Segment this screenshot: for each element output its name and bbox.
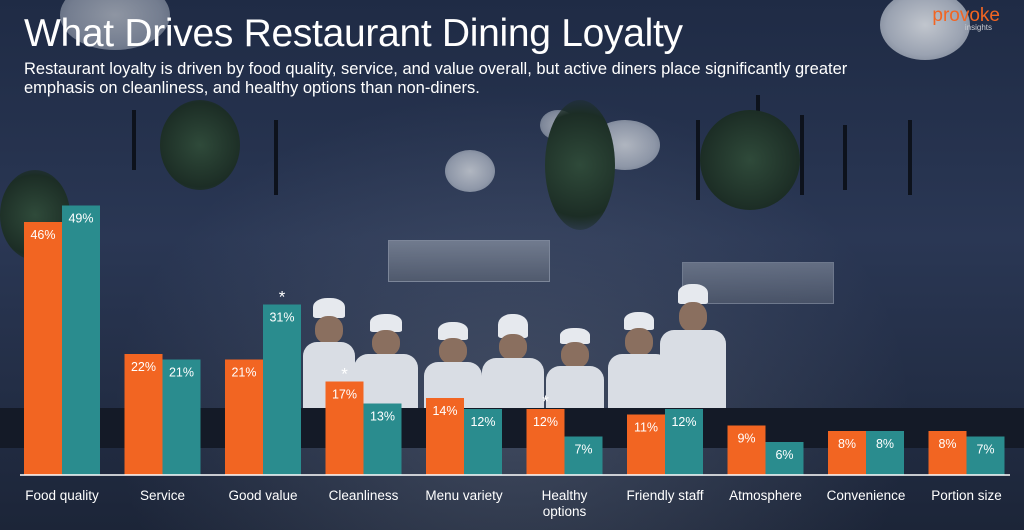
data-label: 31%	[269, 311, 294, 325]
bar-series2	[866, 431, 904, 475]
lamp-rod	[908, 120, 912, 195]
category-label: options	[543, 504, 587, 519]
bar-series1	[526, 409, 565, 475]
category-label: Food quality	[25, 488, 99, 503]
lamp-rod	[800, 115, 804, 195]
bar-series1	[426, 398, 464, 475]
bar-series1	[627, 414, 665, 475]
data-label: 22%	[131, 360, 156, 374]
data-label: 8%	[876, 437, 894, 451]
data-label: 21%	[231, 366, 256, 380]
kitchen-hood	[388, 240, 550, 282]
bar-series1	[325, 381, 364, 475]
bar-series2	[162, 359, 201, 475]
bar-series2	[263, 304, 301, 475]
chef-figure	[354, 314, 418, 410]
category-label: Atmosphere	[729, 488, 802, 503]
hanging-plant	[160, 100, 240, 190]
data-label: 13%	[370, 410, 395, 424]
data-label: 21%	[169, 366, 194, 380]
bar-series1	[727, 425, 766, 475]
category-label: Good value	[228, 488, 297, 503]
bar-series2	[564, 436, 603, 475]
bar-series2	[363, 403, 402, 475]
data-label: 6%	[775, 448, 793, 462]
data-label: 12%	[533, 415, 558, 429]
bar-series2	[464, 409, 502, 475]
data-label: 46%	[30, 228, 55, 242]
category-label: Healthy	[542, 488, 588, 503]
lamp-rod	[696, 120, 700, 200]
data-label: 12%	[671, 415, 696, 429]
bar-series2	[966, 436, 1005, 475]
bar-series2	[765, 442, 804, 475]
data-label: 12%	[470, 415, 495, 429]
bar-series1	[24, 222, 62, 475]
pendant-lamp	[445, 150, 495, 192]
data-label: 9%	[737, 432, 755, 446]
logo-name: provoke	[932, 5, 1000, 26]
lamp-rod	[274, 120, 278, 195]
data-label: 14%	[432, 404, 457, 418]
significance-marker: *	[279, 288, 286, 307]
bar-series1	[828, 431, 866, 475]
provoke-insights-logo: provoke insights	[932, 6, 1000, 32]
chef-figure	[546, 328, 604, 410]
data-label: 7%	[574, 443, 592, 457]
category-label: Cleanliness	[329, 488, 399, 503]
logo-tagline: insights	[964, 23, 992, 32]
chef-figure	[608, 312, 670, 410]
bar-series2	[665, 409, 703, 475]
pendant-lamp	[880, 0, 970, 60]
significance-marker: *	[341, 365, 348, 384]
page-subtitle: Restaurant loyalty is driven by food qua…	[24, 60, 848, 97]
page-title: What Drives Restaurant Dining Loyalty	[24, 12, 683, 55]
data-label: 8%	[838, 437, 856, 451]
bar-series1	[225, 359, 263, 475]
data-label: 11%	[634, 421, 658, 435]
chef-figure	[660, 284, 726, 410]
chef-figure	[482, 314, 544, 410]
significance-marker: *	[542, 392, 549, 411]
data-label: 8%	[938, 437, 956, 451]
category-label: Menu variety	[425, 488, 503, 503]
data-label: 17%	[332, 388, 357, 402]
category-label: Portion size	[931, 488, 1002, 503]
bar-series1	[124, 354, 163, 475]
lamp-rod	[843, 125, 847, 190]
data-label: 49%	[68, 212, 93, 226]
category-label: Convenience	[827, 488, 906, 503]
hanging-plant	[545, 100, 615, 230]
data-label: 7%	[976, 443, 994, 457]
bar-series2	[62, 205, 100, 475]
lamp-rod	[132, 110, 136, 170]
category-label: Friendly staff	[626, 488, 703, 503]
hanging-plant	[700, 110, 800, 210]
bar-series1	[928, 431, 967, 475]
category-label: Service	[140, 488, 185, 503]
